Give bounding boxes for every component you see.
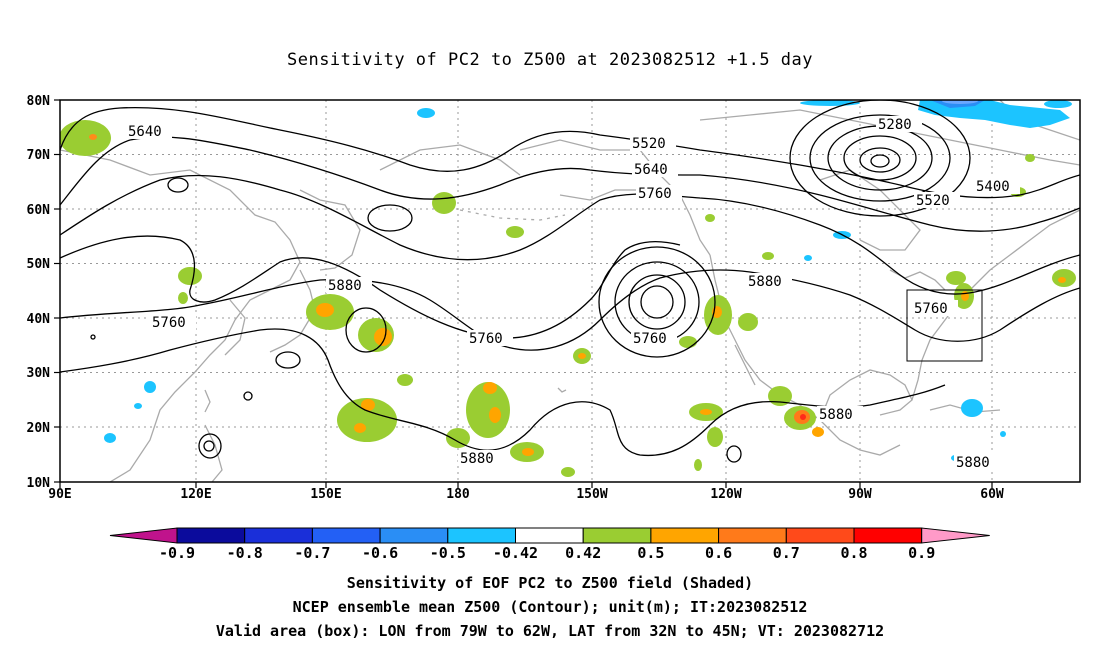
colorbar-tick-label: -0.6 <box>362 544 398 562</box>
colorbar-tick-label: 0.5 <box>637 544 664 562</box>
lon-label: 150W <box>576 487 607 502</box>
colorbar-tick-label: -0.8 <box>227 544 263 562</box>
contour-label: 5400 <box>976 179 1010 195</box>
colorbar-right-arrow <box>921 527 990 544</box>
caption-line-3: Valid area (box): LON from 79W to 62W, L… <box>215 622 885 640</box>
tick-marks <box>54 99 993 488</box>
lat-label: 10N <box>27 476 51 491</box>
lat-label: 50N <box>27 257 51 272</box>
colorbar-swatch <box>447 527 516 544</box>
colorbar: -0.9 -0.8 -0.7 -0.6 -0.5 -0.42 0.42 0.5 0.6 0.7 0.… <box>109 527 990 562</box>
colorbar-swatch <box>515 527 584 544</box>
contour-label: 5880 <box>460 451 494 467</box>
contour-label: 5640 <box>634 162 668 178</box>
contour-label: 5880 <box>748 274 782 290</box>
colorbar-swatch <box>853 527 923 544</box>
map-area <box>60 100 1080 482</box>
lat-label: 60N <box>27 203 51 218</box>
colorbar-swatch <box>650 527 720 544</box>
lat-label: 80N <box>27 94 51 109</box>
colorbar-swatch <box>785 527 855 544</box>
contour-label: 5760 <box>469 331 503 347</box>
colorbar-tick-label: -0.9 <box>159 544 195 562</box>
contour-label: 5880 <box>328 278 362 294</box>
lat-label: 30N <box>27 366 51 381</box>
colorbar-tick-label: -0.7 <box>294 544 330 562</box>
lon-label: 90W <box>848 487 872 502</box>
colorbar-swatch <box>379 527 449 544</box>
contour-label: 5520 <box>632 136 666 152</box>
colorbar-tick-label: 0.42 <box>565 544 601 562</box>
lat-label: 20N <box>27 421 51 436</box>
colorbar-tick-label: 0.8 <box>840 544 867 562</box>
longitude-labels: 90E 120E 150E 180 150W 120W 90W 60W <box>48 487 1004 502</box>
colorbar-swatch <box>244 527 313 544</box>
lon-label: 180 <box>446 487 470 502</box>
colorbar-tick-label: -0.5 <box>430 544 466 562</box>
lon-label: 90E <box>48 487 71 502</box>
lon-label: 120E <box>180 487 211 502</box>
contour-label: 5880 <box>956 455 990 471</box>
contour-labels: 5640 5520 5640 5760 5280 5400 5520 5880 … <box>126 116 1020 471</box>
lon-label: 150E <box>310 487 341 502</box>
lat-label: 40N <box>27 312 51 327</box>
caption-line-2: NCEP ensemble mean Z500 (Contour); unit(… <box>292 598 808 616</box>
caption-line-1: Sensitivity of EOF PC2 to Z500 field (Sh… <box>346 574 754 592</box>
valid-area-box <box>906 289 983 362</box>
negative-sensitivity-shading <box>104 100 1072 461</box>
map-title: Sensitivity of PC2 to Z500 at 2023082512… <box>286 50 813 70</box>
lon-label: 120W <box>710 487 741 502</box>
latitude-labels: 80N 70N 60N 50N 40N 30N 20N 10N <box>27 94 51 491</box>
colorbar-tick-label: 0.6 <box>705 544 732 562</box>
colorbar-tick-label: 0.9 <box>908 544 935 562</box>
positive-sensitivity-shading <box>60 120 1076 477</box>
map-frame <box>59 99 1081 483</box>
contour-label: 5760 <box>152 315 186 331</box>
contour-label: 5520 <box>916 193 950 209</box>
lat-label: 70N <box>27 148 51 163</box>
contour-label: 5760 <box>914 301 948 317</box>
colorbar-swatch <box>176 527 246 544</box>
lon-label: 60W <box>980 487 1004 502</box>
contour-label: 5760 <box>633 331 667 347</box>
colorbar-swatch <box>582 527 652 544</box>
contour-label: 5880 <box>819 407 853 423</box>
colorbar-tick-label: 0.7 <box>773 544 800 562</box>
colorbar-tick-label: -0.42 <box>493 544 538 562</box>
contour-label: 5280 <box>878 117 912 133</box>
z500-contours <box>60 100 1080 463</box>
contour-label: 5760 <box>638 186 672 202</box>
grid-lines <box>60 100 1080 482</box>
colorbar-swatch <box>311 527 381 544</box>
contour-label: 5640 <box>128 124 162 140</box>
colorbar-swatch <box>718 527 787 544</box>
colorbar-left-arrow <box>109 527 178 544</box>
